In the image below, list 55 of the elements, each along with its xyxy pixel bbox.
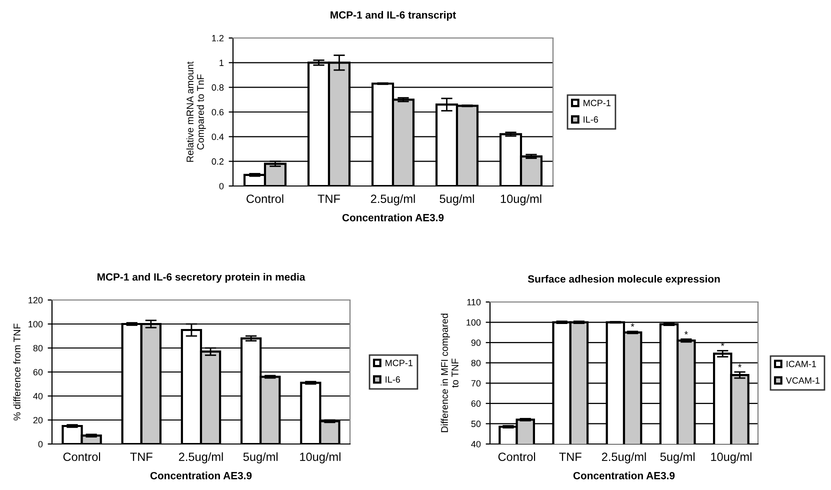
chart-title: MCP-1 and IL-6 transcript [330,11,456,21]
x-tick-label: 2.5ug/ml [602,452,646,464]
y-tick-label: 1 [220,60,224,66]
y-axis-title: Relative mRNA amount Compared to TnF [186,62,206,162]
x-tick-label: 2.5ug/ml [370,194,415,206]
chart-title: Surface adhesion molecule expression [528,275,720,285]
x-axis-title: Concentration AE3.9 [150,472,252,480]
annotation: * [738,364,742,368]
annotation: * [684,331,688,334]
x-tick-label: 5ug/ml [660,452,695,464]
y-tick-label: 40 [33,392,43,400]
y-tick-label: 0.6 [212,108,224,116]
x-tick-label: 10ug/ml [500,194,542,206]
x-tick-label: Control [498,452,536,462]
y-tick-label: 100 [466,319,481,326]
y-tick-label: 100 [28,320,43,328]
legend-label: MCP-1 [386,360,413,366]
x-tick-label: 5ug/ml [440,194,474,206]
y-tick-label: 60 [33,368,43,376]
y-tick-label: 110 [467,298,481,306]
legend-label: VCAM-1 [786,377,820,384]
y-tick-label: 0.4 [212,134,224,140]
y-tick-label: 50 [471,420,481,428]
y-tick-label: 0.2 [212,158,224,165]
x-tick-label: Control [246,194,284,204]
y-tick-label: 0 [219,182,224,190]
legend-label: MCP-1 [584,100,611,106]
chart-title: MCP-1 and IL-6 secretory protein in media [98,273,306,283]
y-tick-label: 70 [471,380,481,387]
y-tick-label: 60 [471,400,481,407]
x-tick-label: TNF [130,452,152,461]
y-tick-label: 40 [471,440,481,448]
y-tick-label: 80 [33,344,43,352]
y-tick-label: 0 [38,440,43,448]
y-tick-label: 0.8 [212,84,224,91]
x-tick-label: 5ug/ml [243,452,278,464]
x-tick-label: TNF [559,452,582,461]
legend-label: IL-6 [386,376,400,383]
y-tick-label: 120 [28,296,43,304]
x-tick-label: 2.5ug/ml [178,452,223,464]
x-tick-label: 10ug/ml [300,452,340,464]
x-tick-label: 10ug/ml [711,452,752,464]
y-axis-title: Difference in MFI compared to TNF [440,314,458,432]
annotation: * [630,323,634,327]
legend-label: IL-6 [584,116,598,123]
y-tick-label: 80 [471,360,481,366]
y-tick-label: 1.2 [212,34,224,42]
y-tick-label: 90 [471,340,481,346]
x-tick-label: Control [63,452,100,462]
legend-label: ICAM-1 [786,360,816,368]
x-axis-title: Concentration AE3.9 [573,472,675,480]
x-tick-label: TNF [318,194,340,203]
y-tick-label: 20 [33,416,43,424]
y-axis-title: % difference from TNF [13,324,20,420]
x-axis-title: Concentration AE3.9 [342,214,444,222]
